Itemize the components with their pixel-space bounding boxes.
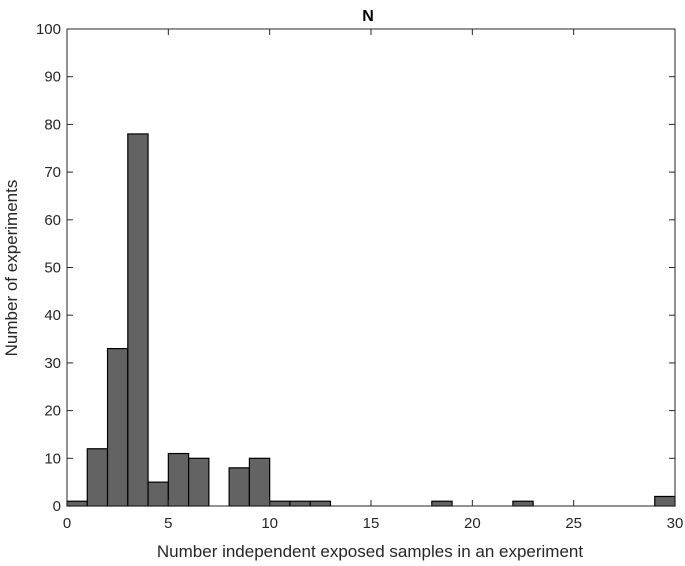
x-tick-label: 30 bbox=[667, 515, 684, 532]
y-tick-label: 100 bbox=[36, 21, 61, 38]
histogram-bar-3 bbox=[127, 133, 149, 507]
x-tick-label: 10 bbox=[261, 515, 278, 532]
y-tick-label: 20 bbox=[44, 403, 61, 420]
histogram-bar-8 bbox=[248, 457, 271, 507]
histogram-bar-14 bbox=[654, 495, 676, 507]
y-axis: 0 10 20 30 40 50 60 70 80 90 100 bbox=[36, 21, 675, 515]
histogram-bar-7 bbox=[228, 467, 250, 507]
x-tick-label: 5 bbox=[164, 515, 172, 532]
histogram-bar-12 bbox=[431, 500, 453, 507]
histogram-bar-10 bbox=[289, 500, 311, 507]
x-tick-label: 15 bbox=[363, 515, 380, 532]
y-tick-label: 40 bbox=[44, 307, 61, 324]
chart-title: N bbox=[362, 8, 374, 25]
y-tick-label: 0 bbox=[53, 498, 61, 515]
x-tick-label: 25 bbox=[565, 515, 582, 532]
x-tick-label: 0 bbox=[63, 515, 71, 532]
y-tick-label: 90 bbox=[44, 69, 61, 86]
histogram-bar-6 bbox=[188, 457, 210, 507]
plot-area-frame bbox=[66, 28, 676, 507]
y-tick-label: 30 bbox=[44, 355, 61, 372]
y-tick-label: 70 bbox=[44, 164, 61, 181]
x-axis: 0 5 10 15 20 25 30 bbox=[63, 29, 684, 532]
x-tick-label: 20 bbox=[464, 515, 481, 532]
histogram-bar-5 bbox=[167, 452, 190, 507]
histogram-bar-11 bbox=[309, 500, 332, 507]
y-tick-label: 60 bbox=[44, 212, 61, 229]
histogram-bar-1 bbox=[86, 448, 109, 507]
y-tick-label: 50 bbox=[44, 260, 61, 277]
x-axis-title: Number independent exposed samples in an… bbox=[157, 542, 583, 561]
histogram-bar-2 bbox=[106, 347, 129, 507]
histogram-bar-9 bbox=[269, 500, 291, 507]
histogram-bar-13 bbox=[512, 500, 534, 507]
y-tick-label: 80 bbox=[44, 116, 61, 133]
histogram-bar-4 bbox=[147, 481, 169, 507]
y-tick-label: 10 bbox=[44, 450, 61, 467]
histogram-bar-0 bbox=[66, 500, 88, 507]
y-axis-title: Number of experiments bbox=[2, 180, 21, 357]
bars-group bbox=[66, 133, 676, 507]
